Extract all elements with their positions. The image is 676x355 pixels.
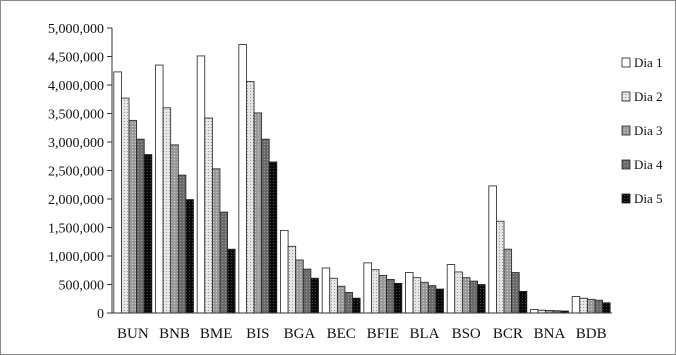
x-tick-label: BNA bbox=[534, 326, 566, 342]
legend-swatch bbox=[621, 125, 631, 136]
bar-bcr-dia-5 bbox=[518, 290, 528, 314]
bar-bun-dia-1 bbox=[113, 71, 122, 314]
bar-bme-dia-4 bbox=[219, 211, 228, 314]
y-tick-label: 2,500,000 bbox=[48, 165, 104, 180]
bar-bso-dia-3 bbox=[461, 277, 471, 314]
bar-bla-dia-1 bbox=[405, 272, 414, 314]
bar-bis-dia-5 bbox=[268, 161, 278, 314]
x-tick-label: BGA bbox=[284, 326, 316, 342]
x-tick-label: BLA bbox=[410, 326, 440, 342]
legend-swatch bbox=[621, 57, 631, 68]
bar-bla-dia-2 bbox=[412, 277, 422, 314]
bar-bga-dia-5 bbox=[310, 277, 319, 314]
bar-bcr-dia-2 bbox=[496, 220, 505, 314]
bar-bdb-dia-1 bbox=[571, 296, 581, 314]
bar-bis-dia-4 bbox=[261, 138, 270, 314]
bar-bec-dia-3 bbox=[336, 285, 346, 314]
bar-bga-dia-4 bbox=[302, 268, 312, 314]
y-axis: 0 500,000 1,000,000 1,500,000 2,000,000 2,500… bbox=[48, 22, 113, 322]
bar-bna-dia-1 bbox=[530, 309, 539, 314]
y-tick-label: 1,000,000 bbox=[48, 250, 104, 265]
x-tick-label: BNB bbox=[159, 326, 190, 342]
bar-bcr-dia-3 bbox=[503, 248, 513, 314]
legend-label: Dia 1 bbox=[634, 55, 663, 70]
legend-label: Dia 2 bbox=[634, 89, 663, 104]
legend-swatch bbox=[621, 159, 631, 170]
bar-bun-dia-5 bbox=[143, 154, 153, 314]
bar-bso-dia-1 bbox=[446, 264, 456, 314]
bar-bso-dia-2 bbox=[454, 271, 463, 314]
bar-bec-dia-5 bbox=[352, 297, 361, 314]
bar-bis-dia-1 bbox=[238, 44, 247, 314]
bar-bnb-dia-5 bbox=[185, 199, 194, 314]
bar-bla-dia-5 bbox=[435, 288, 444, 314]
bar-bnb-dia-3 bbox=[170, 144, 179, 314]
bar-bis-dia-2 bbox=[246, 81, 255, 314]
bar-bla-dia-4 bbox=[427, 285, 437, 314]
bar-bfie-dia-5 bbox=[393, 282, 403, 314]
y-tick-label: 3,500,000 bbox=[48, 108, 104, 123]
bar-bdb-dia-3 bbox=[586, 298, 596, 314]
bar-bun-dia-2 bbox=[121, 97, 130, 314]
bar-bme-dia-3 bbox=[211, 168, 221, 314]
bar-bnb-dia-2 bbox=[162, 107, 172, 314]
bar-bfie-dia-2 bbox=[371, 269, 380, 314]
x-tick-label: BIS bbox=[246, 326, 269, 342]
bar-bcr-dia-1 bbox=[488, 185, 497, 314]
bar-bis-dia-3 bbox=[253, 112, 263, 314]
bar-bun-dia-4 bbox=[136, 138, 145, 314]
y-tick-label: 5,000,000 bbox=[48, 22, 104, 37]
legend-label: Dia 5 bbox=[634, 191, 663, 206]
y-tick-label: 1,500,000 bbox=[48, 222, 104, 237]
legend-swatch bbox=[621, 91, 631, 102]
bar-bdb-dia-4 bbox=[594, 299, 603, 314]
bar-bnb-dia-4 bbox=[177, 174, 187, 314]
x-tick-label: BFIE bbox=[367, 326, 400, 342]
bar-bga-dia-3 bbox=[295, 259, 304, 314]
bar-bla-dia-3 bbox=[420, 281, 429, 314]
legend-swatch bbox=[621, 193, 631, 204]
y-tick-label: 0 bbox=[97, 307, 104, 322]
x-axis: BUN BNB BME BIS BGA BEC BFIE BLA BSO BCR BNA BDB bbox=[112, 312, 612, 342]
y-tick-label: 3,000,000 bbox=[48, 136, 104, 151]
x-tick-label: BSO bbox=[452, 326, 481, 342]
x-tick-label: BME bbox=[200, 326, 233, 342]
bar-bun-dia-3 bbox=[128, 119, 138, 314]
bar-bdb-dia-5 bbox=[602, 302, 611, 314]
bar-bso-dia-4 bbox=[469, 280, 478, 314]
x-tick-label: BEC bbox=[327, 326, 356, 342]
bar-bme-dia-2 bbox=[204, 117, 213, 314]
bar-bfie-dia-1 bbox=[363, 262, 372, 314]
x-tick-label: BCR bbox=[493, 326, 523, 342]
bar-bec-dia-2 bbox=[329, 277, 338, 314]
bar-bfie-dia-3 bbox=[378, 274, 388, 314]
legend: Dia 1 Dia 2 Dia 3 Dia 4 Dia 5 bbox=[621, 55, 663, 206]
y-tick-label: 4,000,000 bbox=[48, 79, 104, 94]
bar-bec-dia-4 bbox=[344, 292, 353, 314]
bar-bme-dia-1 bbox=[196, 55, 206, 314]
legend-label: Dia 3 bbox=[634, 123, 663, 138]
bar-bga-dia-2 bbox=[287, 245, 297, 314]
y-tick-label: 4,500,000 bbox=[48, 51, 104, 66]
bar-bga-dia-1 bbox=[280, 229, 289, 314]
x-tick-label: BUN bbox=[117, 326, 149, 342]
bar-bso-dia-5 bbox=[477, 284, 486, 314]
bar-bfie-dia-4 bbox=[386, 278, 395, 314]
bar-bnb-dia-1 bbox=[155, 64, 164, 314]
bars bbox=[113, 44, 611, 314]
bar-bdb-dia-2 bbox=[579, 297, 588, 314]
bar-bcr-dia-4 bbox=[511, 272, 520, 314]
x-tick-label: BDB bbox=[576, 326, 607, 342]
bar-bme-dia-5 bbox=[227, 248, 236, 314]
bar-bec-dia-1 bbox=[321, 267, 331, 314]
legend-label: Dia 4 bbox=[634, 157, 663, 172]
y-tick-label: 2,000,000 bbox=[48, 193, 104, 208]
y-tick-label: 500,000 bbox=[59, 279, 105, 294]
